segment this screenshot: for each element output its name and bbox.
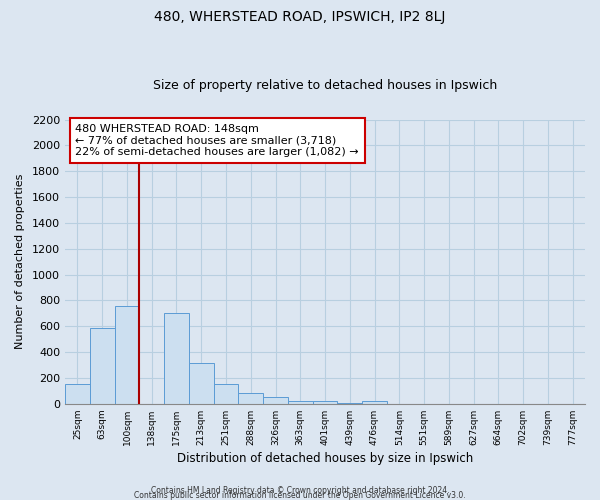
Text: Contains public sector information licensed under the Open Government Licence v3: Contains public sector information licen…: [134, 491, 466, 500]
Bar: [189, 363, 214, 404]
Bar: [263, 398, 288, 404]
Bar: [362, 401, 387, 404]
Bar: [65, 384, 90, 404]
Text: Contains HM Land Registry data © Crown copyright and database right 2024.: Contains HM Land Registry data © Crown c…: [151, 486, 449, 495]
Bar: [214, 384, 238, 404]
Bar: [164, 314, 189, 404]
Y-axis label: Number of detached properties: Number of detached properties: [15, 174, 25, 350]
Bar: [238, 393, 263, 404]
Bar: [90, 328, 115, 404]
Bar: [337, 402, 362, 404]
Text: 480, WHERSTEAD ROAD, IPSWICH, IP2 8LJ: 480, WHERSTEAD ROAD, IPSWICH, IP2 8LJ: [154, 10, 446, 24]
Title: Size of property relative to detached houses in Ipswich: Size of property relative to detached ho…: [153, 79, 497, 92]
Bar: [115, 306, 139, 404]
Bar: [313, 401, 337, 404]
X-axis label: Distribution of detached houses by size in Ipswich: Distribution of detached houses by size …: [177, 452, 473, 465]
Bar: [288, 400, 313, 404]
Text: 480 WHERSTEAD ROAD: 148sqm
← 77% of detached houses are smaller (3,718)
22% of s: 480 WHERSTEAD ROAD: 148sqm ← 77% of deta…: [76, 124, 359, 157]
